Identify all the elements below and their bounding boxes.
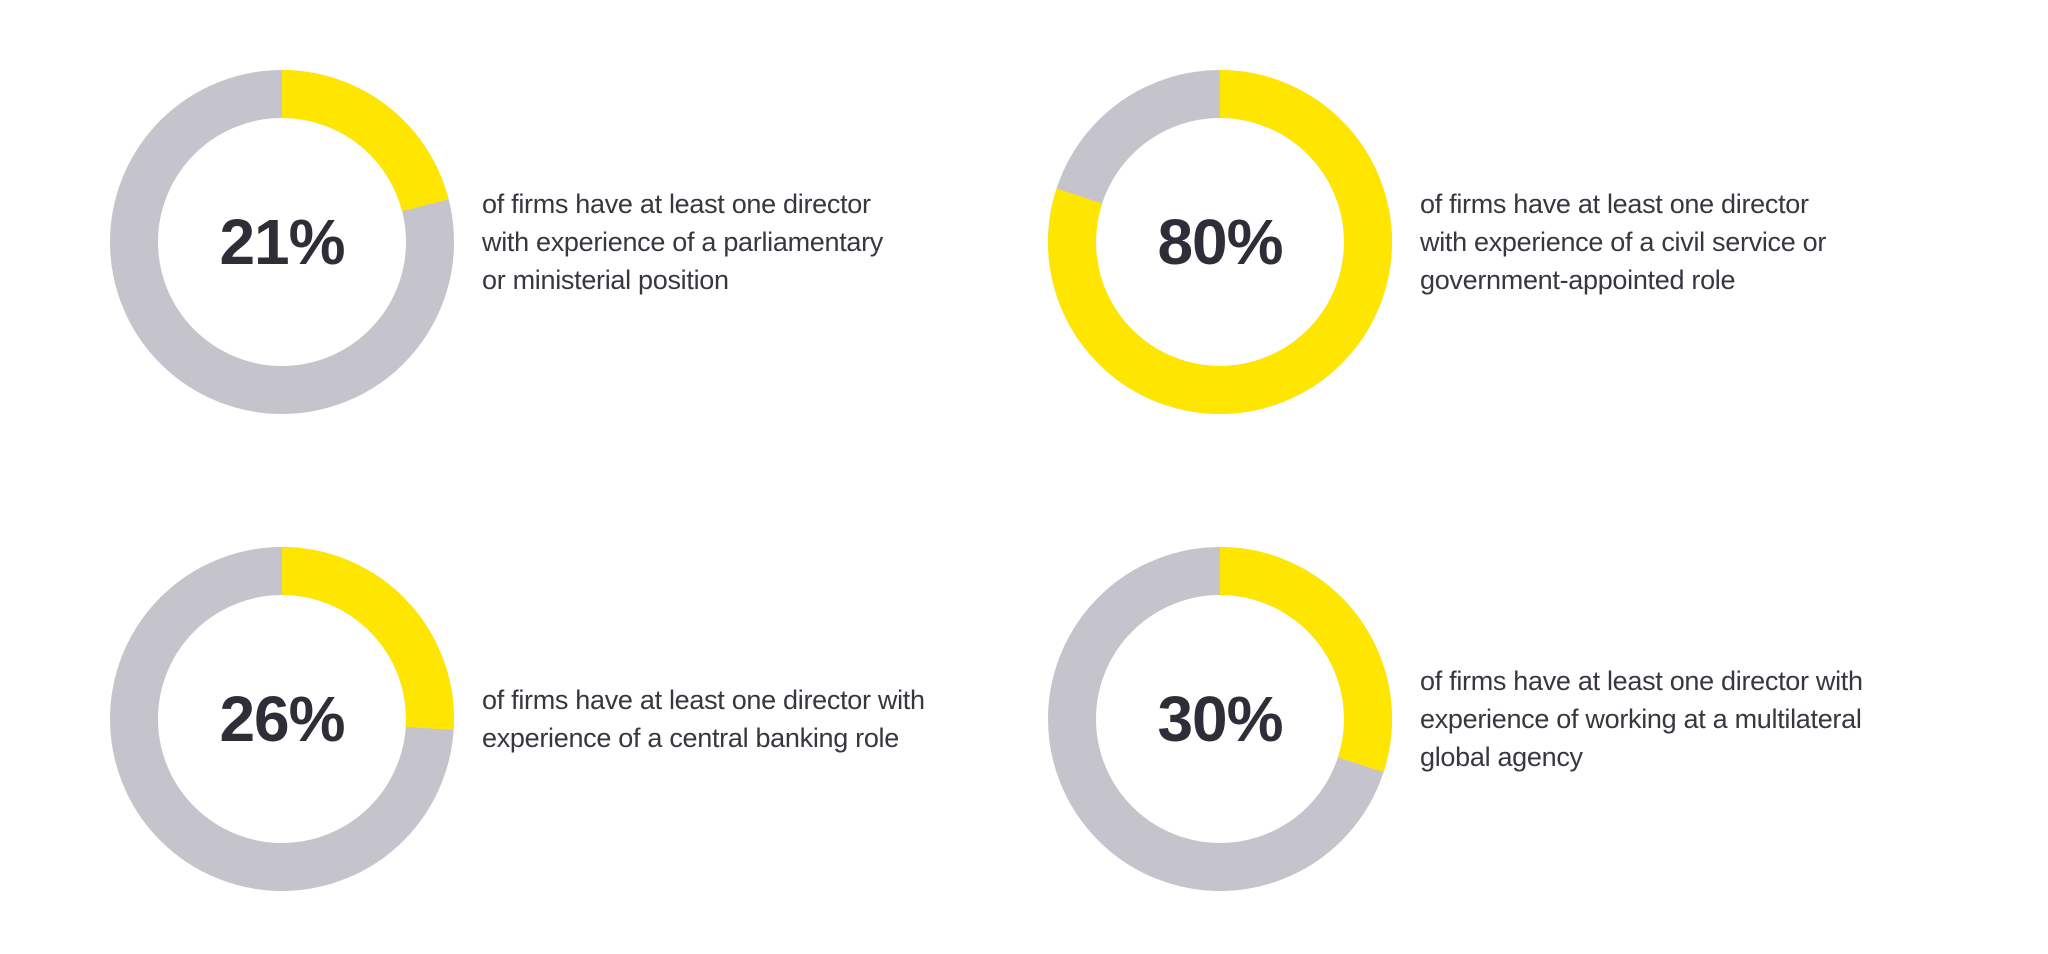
donut-description: of firms have at least one director with… — [482, 685, 925, 753]
donut-chart-card-central-banking: 26% of firms have at least one director … — [0, 484, 938, 954]
donut-ring-svg — [110, 547, 454, 891]
donut-percent-label: 21% — [219, 206, 345, 278]
donut-description: of firms have at least one director with… — [1420, 189, 1827, 295]
donut-ring-chart: 80% — [1048, 70, 1392, 414]
donut-ring-chart: 26% — [110, 547, 454, 891]
donut-ring-svg — [110, 70, 454, 414]
donut-percent-label: 80% — [1157, 206, 1283, 278]
donut-fill-arc — [1048, 547, 1392, 891]
donut-ring-chart: 30% — [1048, 547, 1392, 891]
donut-ring-svg — [1048, 70, 1392, 414]
donut-ring-chart: 21% — [110, 70, 454, 414]
donut-percent-label: 30% — [1157, 683, 1283, 755]
donut-ring-svg — [1048, 547, 1392, 891]
donut-chart-card-multilateral-agency: 30% of firms have at least one director … — [938, 484, 1876, 954]
donut-description: of firms have at least one director with… — [482, 189, 884, 295]
donut-fill-arc — [1048, 70, 1392, 414]
donut-description: of firms have at least one director with… — [1420, 666, 1863, 772]
donut-chart-card-parliamentary: 21% of firms have at least one director … — [0, 0, 938, 484]
donut-fill-arc — [110, 547, 454, 891]
donut-percent-label: 26% — [219, 683, 345, 755]
donut-fill-arc — [110, 70, 454, 414]
donut-chart-card-civil-service: 80% of firms have at least one director … — [938, 0, 1876, 484]
